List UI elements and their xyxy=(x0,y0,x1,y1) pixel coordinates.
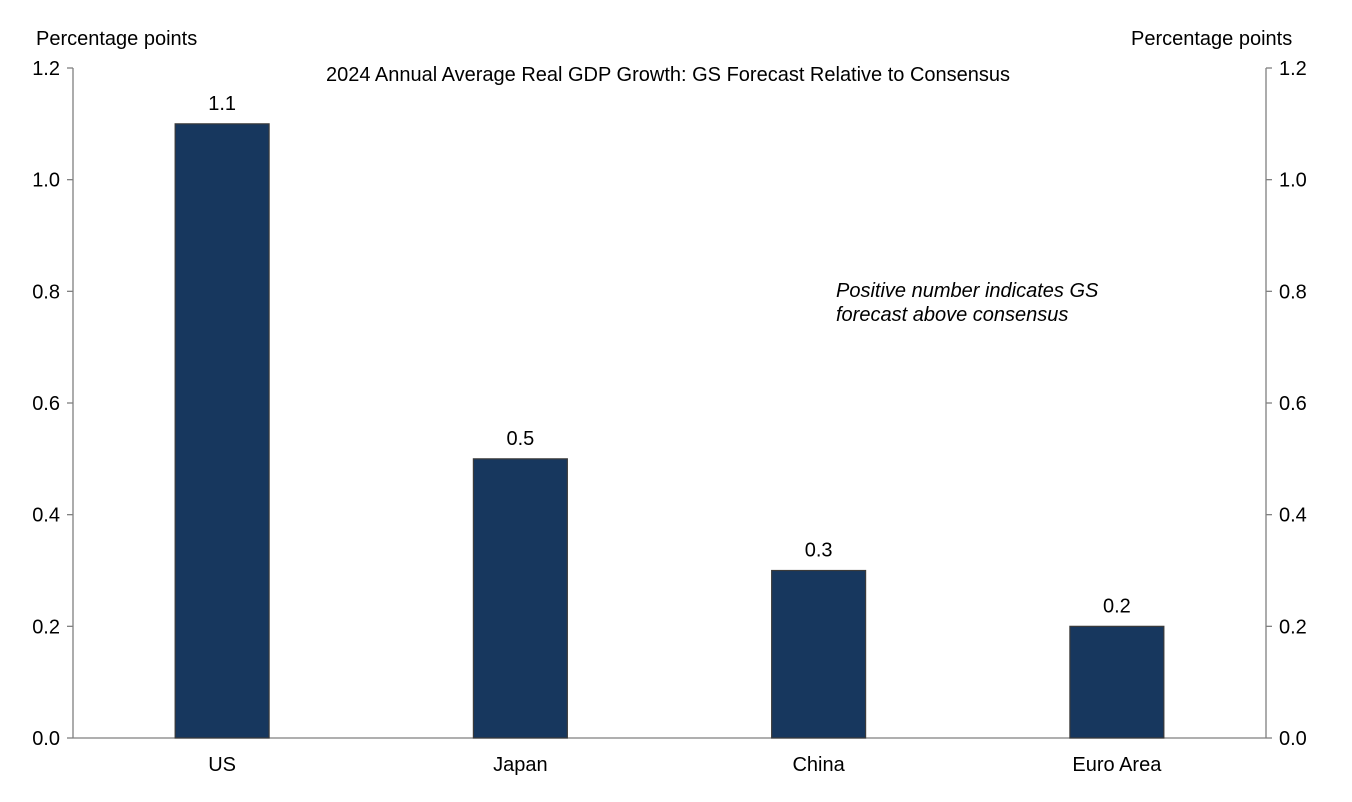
chart-title: 2024 Annual Average Real GDP Growth: GS … xyxy=(326,64,1010,86)
bar-data-label: 0.5 xyxy=(506,428,534,450)
right-y-tick-label: 0.2 xyxy=(1279,616,1307,638)
x-category-label: Euro Area xyxy=(1072,754,1162,776)
left-y-tick-label: 1.2 xyxy=(32,58,60,80)
bar-data-label: 1.1 xyxy=(208,93,236,115)
bar-data-label: 0.2 xyxy=(1103,595,1131,617)
left-y-tick-label: 0.8 xyxy=(32,281,60,303)
right-y-tick-label: 0.4 xyxy=(1279,505,1307,527)
bar-data-label: 0.3 xyxy=(805,540,833,562)
left-y-tick-label: 0.0 xyxy=(32,728,60,750)
right-y-tick-label: 1.0 xyxy=(1279,170,1307,192)
right-y-tick-label: 0.8 xyxy=(1279,281,1307,303)
chart-bars: 1.1 US 0.5 Japan 0.3 China 0.2 Euro Area xyxy=(174,93,1165,776)
annotation-line: Positive number indicates GS xyxy=(836,280,1099,302)
x-category-label: US xyxy=(208,754,236,776)
right-y-tick-label: 0.0 xyxy=(1279,728,1307,750)
left-y-tick-label: 0.2 xyxy=(32,616,60,638)
right-y-tick-label: 1.2 xyxy=(1279,58,1307,80)
left-y-tick-label: 0.4 xyxy=(32,505,60,527)
x-category-label: China xyxy=(792,754,845,776)
bar-us xyxy=(174,123,270,739)
x-category-label: Japan xyxy=(493,754,548,776)
left-y-tick-label: 0.6 xyxy=(32,393,60,415)
bar-japan xyxy=(472,458,568,739)
right-y-tick-label: 0.6 xyxy=(1279,393,1307,415)
right-axis-unit-label: Percentage points xyxy=(1131,28,1293,50)
chart-axes: 0.0 0.0 0.2 0.2 0.4 0.4 0.6 0.6 0.8 0.8 1.0 1.0 1.2 1… xyxy=(32,58,1307,750)
annotation-line: forecast above consensus xyxy=(836,304,1068,326)
bar-china xyxy=(771,569,867,739)
left-y-tick-label: 1.0 xyxy=(32,170,60,192)
bar-euro-area xyxy=(1069,625,1165,739)
left-axis-unit-label: Percentage points xyxy=(36,28,198,50)
